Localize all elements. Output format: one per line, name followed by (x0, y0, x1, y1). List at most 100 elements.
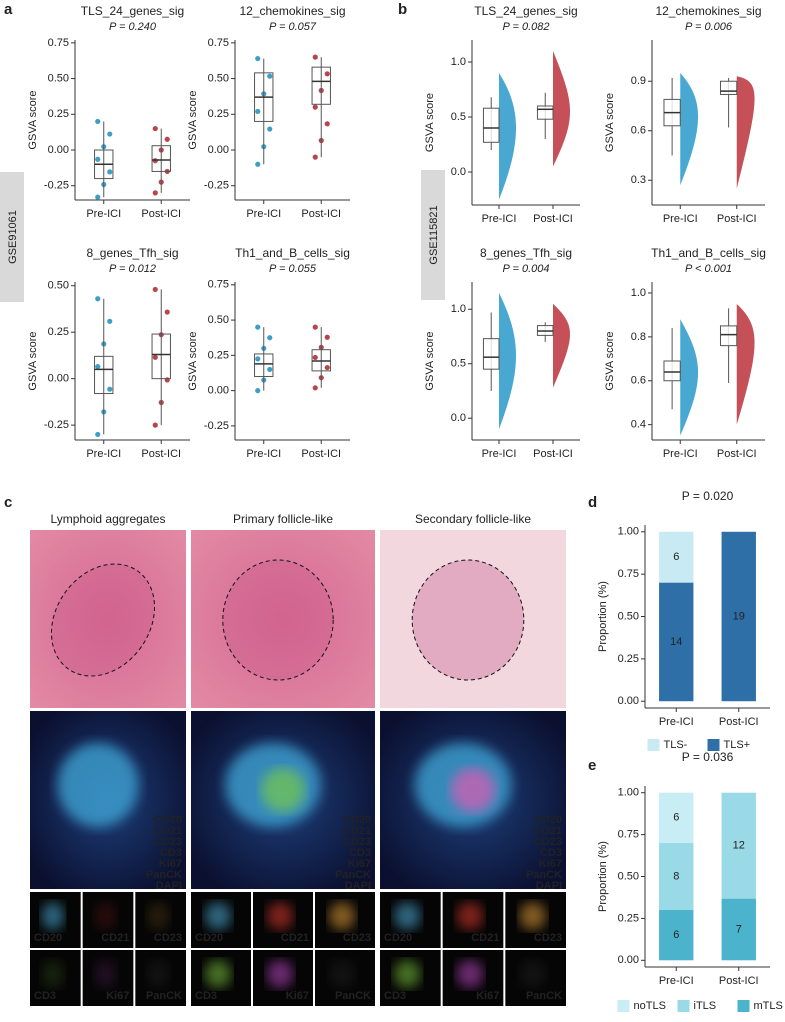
y-tick-label: 0.00 (208, 385, 229, 397)
point (312, 54, 318, 60)
follicle-outline (222, 559, 334, 681)
point (164, 309, 170, 315)
dataset-label: GSE91061 (7, 210, 19, 264)
marker-label: CD3 (160, 847, 182, 859)
point (267, 73, 273, 79)
y-tick-label: 0.25 (618, 912, 639, 924)
point (324, 334, 330, 340)
count-label: 6 (673, 812, 679, 824)
bar-segment (659, 531, 694, 583)
legend-label: TLS+ (724, 739, 751, 751)
x-tick-label: Post-ICI (533, 213, 573, 225)
p-value: P = 0.012 (109, 263, 156, 275)
y-tick-label: 0.3 (631, 174, 646, 186)
point (95, 156, 101, 162)
x-tick-label: Post-ICI (717, 213, 757, 225)
tile-signal (204, 960, 232, 988)
y-tick-label: 1.00 (618, 787, 639, 799)
count-label: 8 (673, 870, 679, 882)
x-tick-label: Post-ICI (717, 448, 757, 460)
point (324, 71, 330, 77)
point (152, 354, 158, 360)
bar-segment (721, 792, 756, 899)
y-tick-label: 0.00 (618, 695, 639, 707)
x-tick-label: Pre-ICI (482, 448, 517, 460)
y-tick-label: 0.75 (618, 829, 639, 841)
follicle-outline (50, 563, 156, 677)
marker-label: CD20 (534, 814, 562, 826)
p-value: P = 0.055 (269, 263, 317, 275)
legend-label: noTLS (634, 1000, 666, 1012)
follicle-outline (411, 559, 525, 681)
count-label: 12 (733, 840, 745, 852)
marker-label: CD21 (154, 825, 182, 837)
bar-segment (659, 910, 694, 961)
if-signal (450, 768, 496, 812)
y-tick-label: 0.00 (208, 144, 229, 156)
he-image (380, 530, 566, 708)
point (152, 190, 158, 196)
point (255, 108, 261, 115)
marker-label: CD3 (349, 847, 371, 859)
point (312, 385, 318, 391)
bar-segment (659, 792, 694, 843)
point (152, 286, 158, 293)
legend-label: iTLS (694, 1000, 717, 1012)
x-tick-label: Pre-ICI (246, 448, 281, 460)
marker-label: DAPI (536, 880, 562, 892)
y-tick-label: 0.50 (48, 280, 69, 292)
y-tick-label: 0.0 (451, 166, 466, 178)
x-tick-label: Post-ICI (301, 448, 341, 460)
tile-signal (204, 902, 232, 930)
box (482, 338, 500, 370)
box (482, 107, 500, 143)
y-tick-label: 1.0 (451, 303, 466, 315)
y-tick-label: 0.00 (48, 144, 69, 156)
tile-label: CD23 (343, 932, 371, 944)
y-tick-label: 0.00 (618, 954, 639, 966)
panel-label: e (588, 757, 596, 774)
y-tick-label: 1.0 (631, 287, 646, 299)
y-axis-label: GSVA score (187, 331, 199, 390)
y-axis-label: GSVA score (27, 90, 39, 149)
y-tick-label: 0.4 (631, 419, 646, 431)
y-tick-label: 1.00 (618, 526, 639, 538)
box (311, 66, 331, 105)
y-tick-label: 0.25 (48, 326, 69, 338)
chart-title: 8_genes_Tfh_sig (480, 246, 572, 260)
tile-signal (456, 902, 484, 930)
y-tick-label: 0.25 (48, 108, 69, 120)
violin (553, 303, 571, 388)
if-signal (57, 743, 139, 827)
box (94, 355, 114, 395)
y-tick-label: 0.25 (208, 349, 229, 361)
y-tick-label: 0.75 (618, 568, 639, 580)
p-value: P = 0.082 (503, 21, 550, 33)
chart-title: P = 0.020 (682, 489, 734, 503)
y-tick-label: 1.0 (451, 56, 466, 68)
y-axis-label: GSVA score (424, 93, 436, 152)
x-tick-label: Post-ICI (719, 975, 759, 987)
marker-label: DAPI (345, 880, 371, 892)
point (267, 126, 273, 132)
tile-label: CD23 (154, 932, 182, 944)
dataset-label: GSE115821 (428, 205, 440, 264)
y-tick-label: 0.0 (451, 412, 466, 424)
box (719, 80, 738, 95)
p-value: P = 0.004 (503, 263, 550, 275)
tile-signal (393, 960, 421, 988)
y-tick-label: -0.25 (44, 180, 69, 192)
y-tick-label: 0.75 (208, 279, 229, 291)
bar-segment (721, 898, 756, 961)
chart-title: 12_chemokines_sig (239, 4, 345, 18)
point (107, 131, 113, 137)
chart-title: 8_genes_Tfh_sig (86, 246, 178, 260)
tile-signal (94, 902, 117, 930)
y-tick-label: 0.25 (208, 108, 229, 120)
x-tick-label: Pre-ICI (663, 213, 698, 225)
count-label: 6 (673, 929, 679, 941)
y-tick-label: 0.50 (48, 72, 69, 84)
y-tick-label: 0.50 (208, 314, 229, 326)
point (95, 363, 101, 370)
